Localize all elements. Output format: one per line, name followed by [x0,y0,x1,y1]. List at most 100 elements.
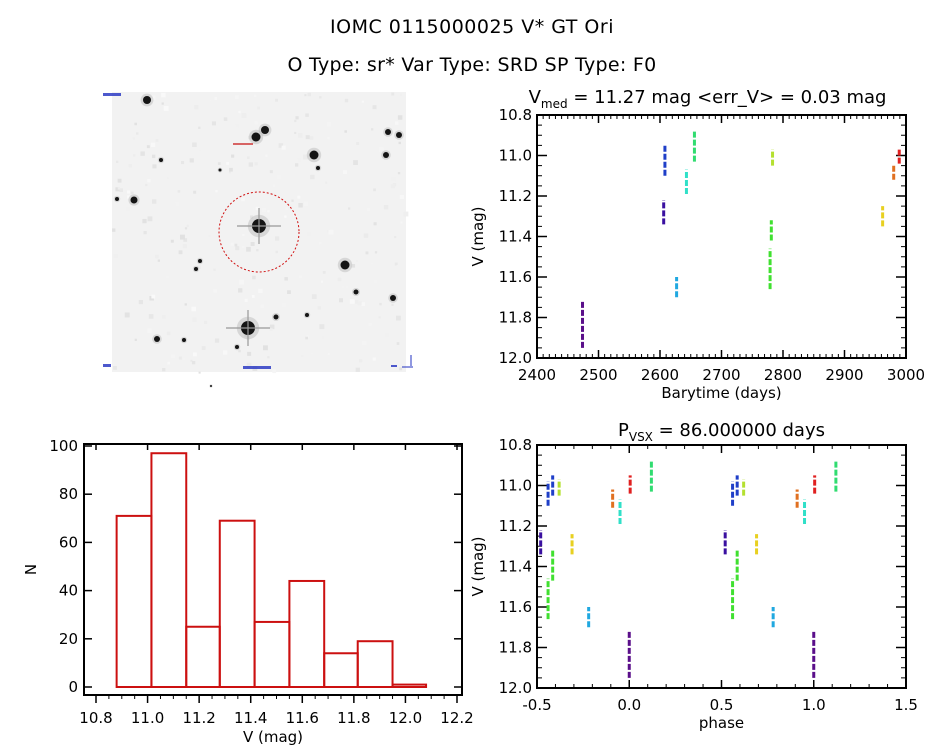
noise-speckle [396,264,401,269]
noise-speckle [128,163,133,168]
noise-speckle [254,121,258,125]
noise-speckle [191,306,197,312]
noise-speckle [228,171,231,174]
noise-speckle [155,254,159,259]
noise-speckle [400,221,403,224]
noise-speckle [319,242,322,245]
noise-speckle [356,260,359,263]
noise-speckle [327,352,330,355]
noise-speckle [359,359,363,363]
noise-speckle [344,98,349,103]
noise-speckle [183,238,188,242]
x-tick-label: 12.2 [440,709,473,727]
noise-speckle [269,324,275,330]
star [198,259,202,263]
noise-speckle [229,167,233,172]
noise-speckle [277,174,282,180]
star [235,345,239,349]
y-tick-label: 11.2 [499,517,532,535]
noise-speckle [113,253,118,259]
noise-speckle [178,356,182,360]
noise-speckle [130,191,134,195]
noise-speckle [238,110,241,114]
y-tick-label: 11.8 [499,639,532,657]
noise-speckle [247,351,252,356]
noise-speckle [398,141,401,145]
noise-speckle [239,279,245,285]
image-label-target [233,143,253,145]
x-tick-label: 11.6 [286,709,319,727]
histogram-bar [115,514,153,689]
noise-speckle [281,145,286,150]
phase-chart: -0.5 0.0 0.5 1.0 1.5 10.8 11.0 11.2 11.4 11.6 11.8… [469,420,918,732]
noise-speckle [260,304,265,309]
y-tick-label: 11.4 [499,558,532,576]
noise-speckle [325,181,328,184]
noise-speckle [163,106,169,111]
star [383,152,389,158]
noise-speckle [157,259,161,262]
noise-speckle [178,250,183,255]
histogram-bar [356,640,394,689]
noise-speckle [372,105,377,110]
noise-speckle [198,126,201,129]
plot-frame [536,444,907,689]
noise-speckle [395,315,401,321]
noise-speckle [311,352,314,355]
title-main: P [618,420,629,441]
noise-speckle [234,243,238,247]
noise-speckle [254,162,258,166]
noise-speckle [353,160,358,165]
noise-speckle [223,117,228,121]
histogram-bar [288,579,326,689]
noise-speckle [363,233,369,238]
noise-speckle [291,199,294,202]
noise-speckle [278,143,284,148]
noise-speckle [346,285,349,289]
noise-speckle [147,216,153,222]
target-circle [218,191,300,273]
plot-frame [536,114,907,359]
star [143,96,151,104]
y-tick-label: 0 [68,678,78,696]
noise-speckle [151,199,157,204]
plot-title: PVSX = 86.000000 days [618,420,825,444]
image-label-bottom-right [391,365,397,367]
noise-speckle [394,262,398,266]
y-tick-label: 11.8 [499,309,532,327]
noise-speckle [269,170,273,174]
noise-speckle [285,207,289,210]
noise-speckle [136,132,139,135]
title-main: V [529,87,542,108]
noise-speckle [399,93,403,96]
y-tick-label: 12.0 [499,679,532,697]
x-tick-label: 12.0 [389,709,422,727]
noise-speckle [262,345,268,351]
y-tick-label: 10.8 [499,106,532,124]
noise-speckle [379,302,382,306]
noise-speckle [113,365,117,370]
star [273,314,279,320]
noise-speckle [354,300,359,304]
noise-speckle [138,299,143,305]
noise-speckle [367,207,371,212]
histogram-bar [150,452,188,689]
star [251,132,261,142]
noise-speckle [182,244,187,249]
noise-speckle [327,136,330,140]
noise-speckle [275,98,279,102]
noise-speckle [192,142,197,148]
noise-speckle [112,228,116,232]
noise-speckle [284,277,288,281]
noise-speckle [146,145,150,149]
x-tick-label: 2800 [764,366,802,384]
y-tick-label: 20 [59,630,78,648]
star [396,132,402,138]
plot-title: Vmed = 11.27 mag <err_V> = 0.03 mag [529,87,887,111]
x-tick-label: 3000 [887,366,925,384]
noise-speckle [235,246,240,251]
noise-speckle [255,206,260,211]
noise-speckle [306,231,312,237]
noise-speckle [294,131,297,134]
noise-speckle [383,204,389,210]
